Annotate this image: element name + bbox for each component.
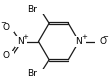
Bar	[15, 36, 27, 47]
Text: Br: Br	[27, 69, 37, 78]
Bar	[2, 50, 12, 61]
Bar	[2, 22, 12, 33]
Text: N: N	[76, 37, 82, 46]
Text: −: −	[102, 34, 108, 40]
Bar	[73, 36, 86, 47]
Text: +: +	[22, 34, 28, 40]
Bar	[26, 68, 38, 78]
FancyBboxPatch shape	[7, 23, 14, 32]
FancyBboxPatch shape	[7, 51, 14, 60]
Text: Br: Br	[27, 5, 37, 14]
FancyBboxPatch shape	[76, 37, 82, 46]
FancyBboxPatch shape	[37, 69, 44, 77]
FancyBboxPatch shape	[17, 37, 24, 46]
Text: O: O	[3, 23, 10, 32]
Text: −: −	[0, 20, 6, 26]
FancyBboxPatch shape	[95, 37, 102, 46]
Text: N: N	[17, 37, 24, 46]
Bar	[97, 36, 109, 47]
FancyBboxPatch shape	[37, 6, 44, 14]
Bar	[26, 5, 38, 15]
Text: +: +	[81, 34, 87, 40]
Text: O: O	[99, 37, 106, 46]
Text: O: O	[3, 51, 10, 60]
